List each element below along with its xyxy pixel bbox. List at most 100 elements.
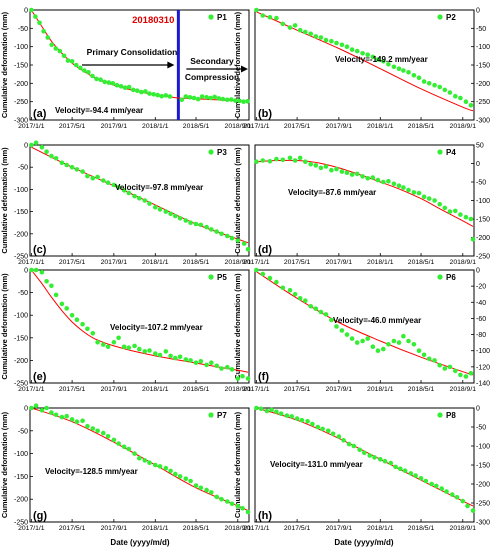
data-point — [49, 153, 54, 159]
x-tick-label: 2017/9/1 — [101, 525, 128, 532]
data-point — [401, 68, 406, 73]
x-tick-label: 2018/9/1 — [450, 259, 477, 266]
panel-letter: (e) — [33, 371, 47, 383]
data-point — [163, 349, 169, 354]
y-tick-label: -50 — [476, 26, 486, 33]
data-point — [69, 312, 75, 318]
data-point — [241, 241, 247, 246]
data-point — [44, 279, 49, 284]
data-point — [74, 419, 80, 425]
x-tick-label: 2017/5/1 — [284, 123, 311, 130]
data-point — [287, 287, 293, 293]
data-point — [153, 204, 158, 210]
y-tick-label: 0 — [24, 8, 28, 15]
data-point — [463, 214, 469, 220]
data-point — [59, 160, 65, 166]
y-axis-label: Cumulative deformation (mm) — [233, 147, 242, 254]
data-point — [260, 271, 266, 277]
data-point — [195, 96, 201, 102]
data-point — [370, 175, 376, 180]
x-tick-label: 2018/1/1 — [142, 386, 169, 393]
data-point — [78, 65, 83, 71]
data-point — [220, 96, 226, 102]
data-point — [254, 159, 259, 164]
data-point — [442, 366, 448, 371]
data-point — [349, 172, 355, 177]
data-point — [421, 194, 427, 200]
data-point — [82, 68, 87, 73]
data-point — [468, 371, 474, 376]
data-point — [365, 52, 371, 57]
data-point — [254, 7, 259, 13]
y-tick-label: -150 — [476, 217, 490, 224]
data-point — [416, 75, 422, 81]
data-point — [320, 426, 325, 432]
velocity-label: Velocity=-131.0 mm/year — [270, 460, 363, 469]
data-point — [370, 54, 376, 60]
x-tick-label: 2018/1/1 — [367, 386, 394, 393]
legend-marker — [437, 412, 443, 418]
data-point — [57, 48, 63, 54]
x-tick-label: 2018/9/1 — [225, 386, 252, 393]
phase-label-secondary-1: Secondary — [190, 56, 234, 66]
data-point — [132, 451, 137, 456]
data-point — [329, 317, 334, 323]
data-point — [370, 344, 376, 350]
velocity-label: Velocity=-94.4 mm/year — [55, 106, 143, 115]
data-point — [101, 430, 106, 436]
legend-marker — [437, 149, 443, 155]
data-point — [292, 23, 298, 28]
panel-letter: (h) — [258, 510, 272, 522]
data-point — [315, 424, 321, 430]
x-tick-label: 2017/5/1 — [59, 525, 86, 532]
plot-frame — [29, 407, 250, 523]
data-point — [458, 212, 463, 217]
data-point — [267, 159, 273, 164]
data-point — [64, 306, 69, 311]
y-tick-label: -50 — [18, 165, 28, 172]
data-point — [313, 163, 319, 168]
y-tick-label: -100 — [14, 44, 28, 51]
y-tick-label: -100 — [476, 348, 490, 355]
x-tick-label: 2017/1/1 — [243, 386, 270, 393]
panel-p4: 50 0 -50 -100 -150 -200 -250 2017/1/1 2017/5/1 20… — [243, 143, 490, 267]
data-point — [344, 332, 350, 337]
y-tick-label: -200 — [14, 81, 28, 88]
data-point — [49, 410, 54, 415]
y-axis-label: Cumulative deformation (mm) — [233, 11, 242, 118]
data-point — [240, 373, 245, 379]
data-point — [413, 473, 418, 478]
data-point — [53, 412, 59, 418]
data-point — [101, 178, 106, 183]
data-point — [334, 166, 339, 172]
plot-frame — [254, 144, 475, 257]
data-point — [458, 95, 463, 101]
data-point — [110, 81, 116, 86]
data-point — [294, 416, 300, 421]
data-point — [157, 352, 163, 358]
data-point — [193, 360, 199, 366]
data-point — [64, 413, 69, 419]
data-point — [126, 190, 132, 196]
data-point — [225, 97, 230, 103]
data-point — [86, 70, 91, 75]
x-tick-label: 2017/9/1 — [326, 123, 353, 130]
data-point — [85, 173, 90, 179]
x-tick-label: 2017/1/1 — [18, 259, 45, 266]
data-point — [437, 201, 443, 207]
y-tick-label: -50 — [18, 428, 28, 435]
plot-frame — [29, 144, 250, 257]
data-point — [346, 441, 352, 447]
data-point — [147, 460, 152, 466]
panel-p6: 0 -20 -40 -60 -80 -100 -120 -140 2017/1/1 2017/5/… — [243, 268, 490, 394]
data-point — [362, 450, 367, 456]
legend-marker — [208, 412, 214, 418]
y-tick-label: -300 — [476, 520, 490, 527]
data-point — [193, 483, 199, 488]
data-point — [297, 155, 303, 161]
y-tick-label: 0 — [24, 143, 28, 150]
data-point — [188, 220, 193, 225]
data-point — [318, 309, 324, 315]
data-point — [432, 198, 437, 203]
velocity-label: Velocity=-87.6 mm/year — [288, 188, 376, 197]
